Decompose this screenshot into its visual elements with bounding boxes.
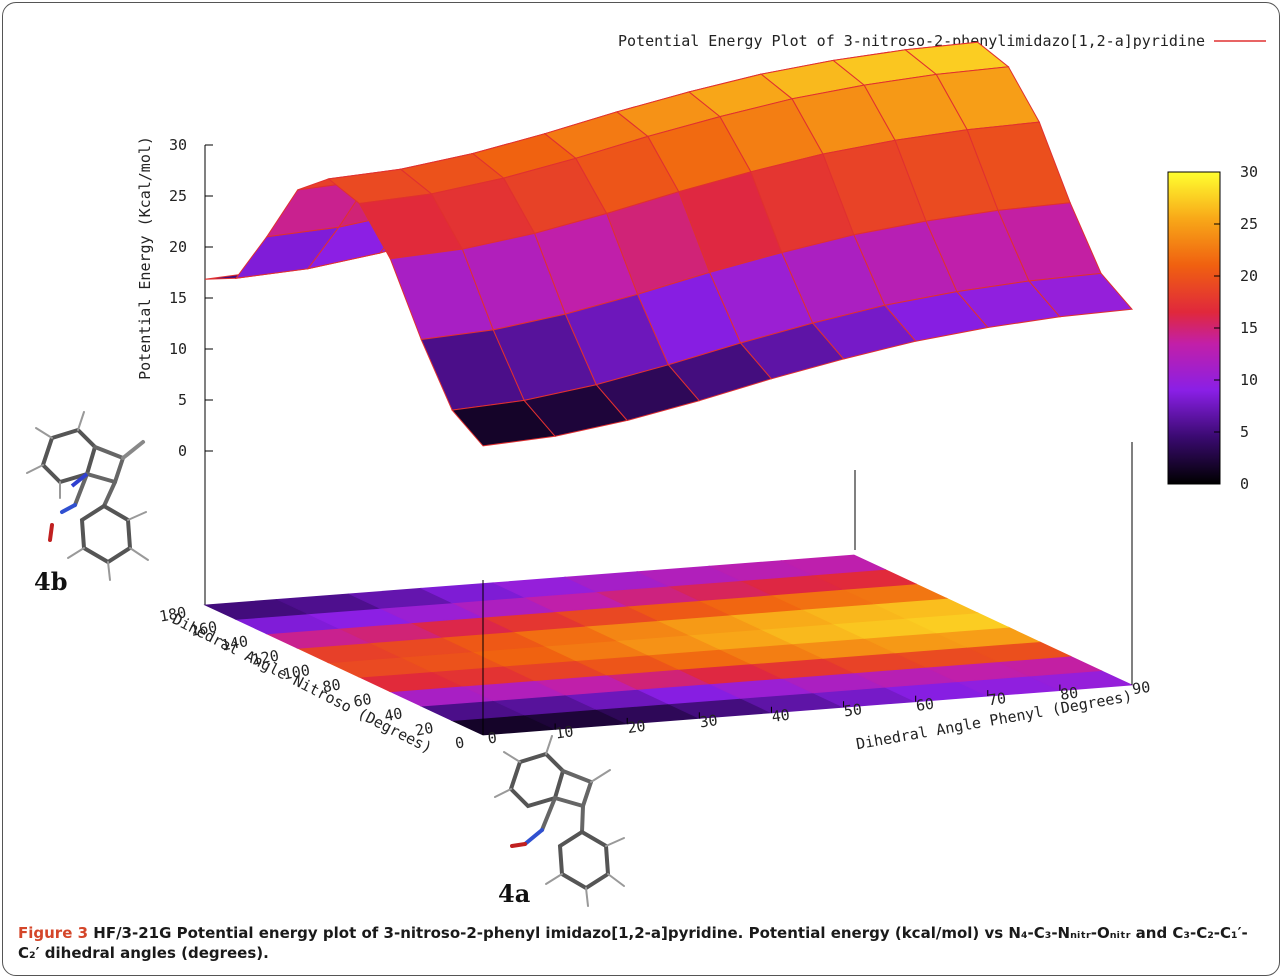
x-tick-label: 30 (698, 711, 718, 731)
x-tick-label: 80 (1059, 683, 1079, 703)
colorbar-tick-label: 15 (1240, 319, 1258, 337)
y-tick-label: 100 (281, 661, 311, 683)
x-tick-label: 50 (843, 700, 863, 720)
x-tick-label: 10 (554, 722, 574, 742)
caption-text: HF/3-21G Potential energy plot of 3-nitr… (18, 924, 1248, 962)
y-tick-label: 60 (352, 690, 373, 711)
figure-caption: Figure 3 HF/3-21G Potential energy plot … (18, 923, 1268, 963)
x-tick-label: 20 (626, 717, 646, 737)
y-tick-label: 140 (220, 632, 250, 654)
molecule-label-4b: 4b (34, 567, 67, 596)
colorbar-tick-label: 10 (1240, 371, 1258, 389)
molecule-4a-structure (494, 735, 625, 907)
base-heatmap (203, 554, 1134, 736)
z-tick-label: 5 (178, 391, 187, 409)
z-tick-label: 20 (169, 238, 187, 256)
y-tick-label: 80 (321, 675, 342, 696)
colorbar-tick-label: 0 (1240, 475, 1249, 493)
figure-label: Figure 3 (18, 924, 89, 942)
x-tick-label: 70 (987, 689, 1007, 709)
y-tick-label: 40 (383, 704, 404, 725)
molecule-4b-structure (26, 411, 149, 581)
energy-surface (204, 41, 1134, 447)
x-tick-label: 60 (915, 695, 935, 715)
colorbar-gradient (1167, 171, 1221, 485)
axis-ticks: 0 10 20 30 40 50 60 70 80 90020406080100120140160… (158, 136, 1152, 753)
colorbar-tick-label: 30 (1240, 163, 1258, 181)
x-tick-label: 40 (771, 706, 791, 726)
y-tick-label: 160 (189, 618, 219, 640)
surface-plot: Potential Energy Plot of 3-nitroso-2-phe… (26, 32, 1266, 908)
z-axis-label: Potential Energy (Kcal/mol) (136, 136, 154, 380)
axis-frame (482, 442, 1133, 735)
z-tick-label: 0 (178, 442, 187, 460)
z-tick-label: 30 (169, 136, 187, 154)
plot-title: Potential Energy Plot of 3-nitroso-2-phe… (618, 32, 1205, 50)
colorbar: 0 5 10 15 20 25 30 (1167, 163, 1258, 493)
base-heatmap-cell (780, 554, 887, 576)
surface-cell (1027, 272, 1134, 318)
z-tick-label: 10 (169, 340, 187, 358)
x-tick-label: 90 (1131, 678, 1151, 698)
z-tick-label: 15 (169, 289, 187, 307)
z-tick-label: 25 (169, 187, 187, 205)
colorbar-tick-label: 5 (1240, 423, 1249, 441)
y-tick-label: 20 (414, 719, 435, 740)
colorbar-tick-label: 20 (1240, 267, 1258, 285)
y-tick-label: 0 (454, 733, 466, 752)
y-tick-label: 180 (158, 603, 188, 625)
molecule-label-4a: 4a (498, 879, 530, 908)
y-tick-label: 120 (251, 647, 281, 669)
x-tick-label: 0 (487, 729, 498, 748)
colorbar-tick-label: 25 (1240, 215, 1258, 233)
